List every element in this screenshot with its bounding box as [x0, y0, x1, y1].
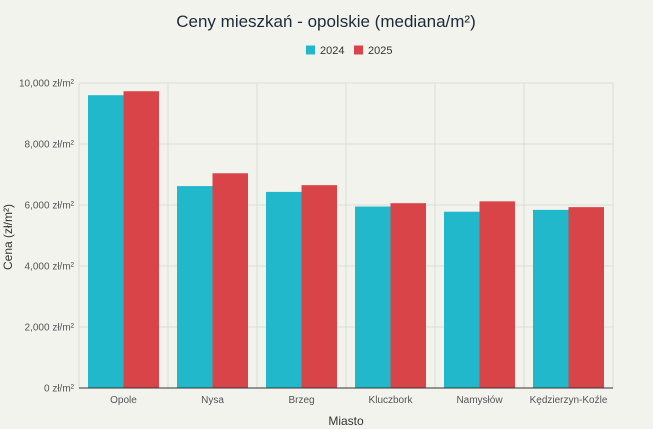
x-axis-title: Miasto — [328, 414, 364, 428]
grid — [78, 82, 614, 389]
bar-2024-0 — [88, 95, 124, 388]
bar-2025-3 — [390, 203, 426, 388]
x-tick-label: Nysa — [201, 395, 224, 406]
y-tick-label: 8,000 zł/m² — [25, 140, 75, 151]
y-axis: 0 zł/m² 2,000 zł/m² 4,000 zł/m² 6,000 zł/m²… — [19, 79, 75, 395]
y-tick-label: 2,000 zł/m² — [25, 323, 75, 334]
legend-swatch-2024 — [306, 45, 315, 55]
bar-2025-5 — [568, 207, 604, 388]
bar-2025-0 — [123, 91, 159, 389]
bar-2025-4 — [479, 201, 515, 388]
bar-2024-4 — [444, 211, 480, 388]
legend-swatch-2025 — [354, 45, 363, 55]
x-tick-label: Namysłów — [456, 395, 503, 406]
chart-title: Ceny mieszkań - opolskie (mediana/m²) — [176, 12, 476, 31]
x-tick-label: Kluczbork — [369, 395, 414, 406]
bar-2024-3 — [355, 206, 391, 388]
bar-2025-2 — [301, 185, 337, 388]
y-tick-label: 4,000 zł/m² — [25, 262, 75, 273]
y-tick-label: 0 zł/m² — [44, 384, 75, 395]
y-axis-title: Cena (zł/m²) — [1, 204, 15, 270]
legend: 2024 2025 — [306, 45, 392, 57]
x-tick-label: Kędzierzyn-Koźle — [530, 395, 608, 406]
bar-2024-2 — [266, 191, 302, 388]
legend-label-2025: 2025 — [368, 45, 392, 57]
x-axis: Opole Nysa Brzeg Kluczbork Namysłów Kędzierzy… — [110, 395, 608, 406]
bar-2024-1 — [177, 186, 213, 388]
x-tick-label: Brzeg — [288, 395, 314, 406]
y-tick-label: 6,000 zł/m² — [25, 201, 75, 212]
y-tick-label: 10,000 zł/m² — [19, 79, 75, 90]
bar-2024-5 — [533, 209, 569, 388]
legend-label-2024: 2024 — [320, 45, 344, 57]
bar-2025-1 — [212, 173, 248, 388]
bars — [88, 91, 604, 389]
x-tick-label: Opole — [110, 395, 137, 406]
